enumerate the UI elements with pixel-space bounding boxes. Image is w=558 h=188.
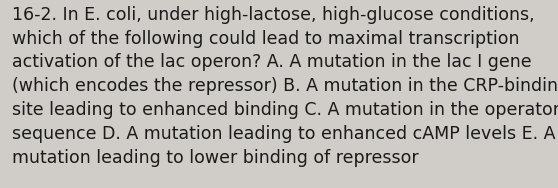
Text: 16-2. In E. coli, under high-lactose, high-glucose conditions,
which of the foll: 16-2. In E. coli, under high-lactose, hi… bbox=[12, 6, 558, 167]
